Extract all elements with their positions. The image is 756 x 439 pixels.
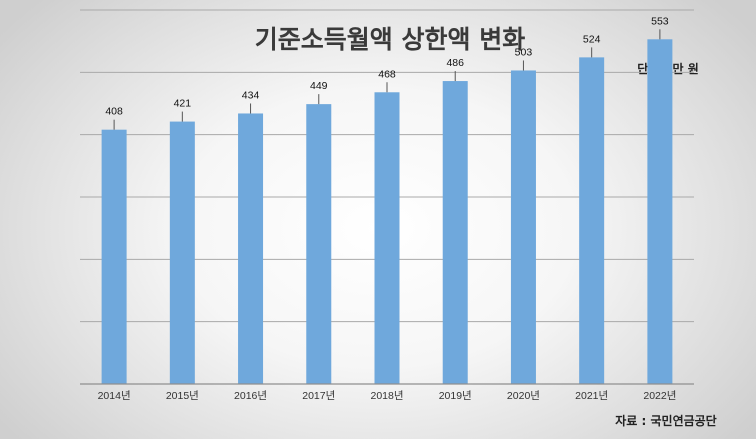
x-tick-labels: 2014년 2015년 2016년 2017년 2018년 2019년 2020년 2021년… [98,390,677,402]
value-label: 449 [310,80,328,92]
value-label: 553 [651,15,669,27]
value-labels: 408 421 434 449 468 486 503 524 553 [105,15,668,117]
source-label: 자료 : 국민연금공단 [615,413,716,428]
x-tick-label: 2016년 [234,390,267,402]
value-label: 434 [242,89,260,101]
x-tick-label: 2019년 [439,390,472,402]
x-tick-label: 2015년 [166,390,199,402]
bar [647,39,673,385]
x-tick-label: 2021년 [575,390,608,402]
bar [374,92,400,384]
value-label: 503 [515,46,533,58]
chart-title: 기준소득월액 상한액 변화 [255,25,525,54]
bar [579,57,605,385]
bars [101,39,673,385]
value-label: 421 [174,98,192,110]
bar [101,129,127,384]
bar [238,113,264,385]
bar [169,121,195,385]
bar [510,70,536,385]
value-label: 524 [583,33,601,45]
x-tick-label: 2020년 [507,390,540,402]
value-label: 408 [105,106,123,118]
x-tick-label: 2018년 [370,390,403,402]
x-tick-label: 2017년 [302,390,335,402]
bar [306,104,332,384]
x-tick-label: 2014년 [98,390,131,402]
value-label: 468 [378,68,396,80]
bar [442,81,468,384]
x-tick-label: 2022년 [643,390,676,402]
value-label: 486 [446,57,464,69]
error-bars [113,29,661,130]
